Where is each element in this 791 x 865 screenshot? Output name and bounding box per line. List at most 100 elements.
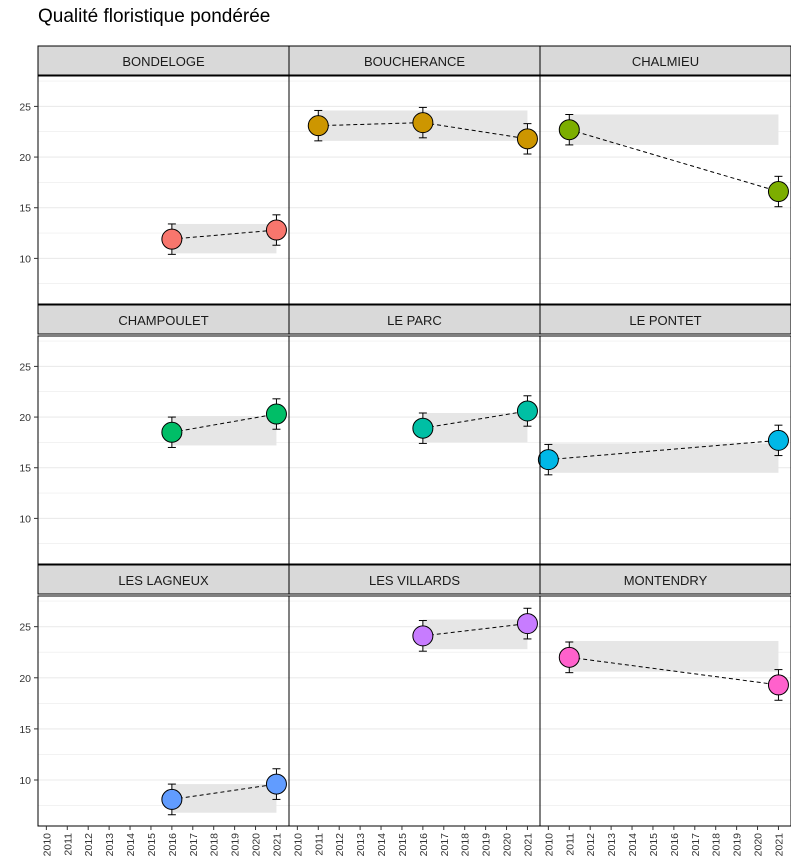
y-tick-label: 25 — [19, 101, 31, 113]
panel-border — [539, 595, 791, 827]
panel-strip — [288, 304, 541, 335]
series-line — [548, 439, 779, 461]
x-tick-label: 2020 — [753, 833, 765, 857]
data-point — [516, 613, 538, 635]
reference-band — [171, 416, 277, 446]
x-tick-label: 2020 — [251, 833, 263, 857]
data-point — [558, 119, 580, 141]
x-tick-label: 2018 — [209, 833, 221, 857]
data-point — [265, 403, 287, 425]
x-tick-label: 2021 — [774, 833, 786, 857]
panel-montendry: MONTENDRY — [539, 564, 791, 827]
x-tick-label: 2013 — [104, 833, 116, 857]
panel-label: MONTENDRY — [624, 573, 708, 588]
panel-le-pontet: LE PONTET — [537, 304, 791, 565]
data-point — [307, 115, 329, 137]
series-line — [171, 413, 277, 433]
x-tick-label: 2011 — [564, 833, 576, 856]
data-point — [161, 788, 183, 810]
panel-label: LE PONTET — [629, 313, 701, 328]
x-tick-label: 2018 — [711, 833, 723, 857]
y-tick-label: 20 — [19, 412, 31, 424]
series-line — [171, 229, 277, 240]
data-point — [161, 228, 183, 250]
x-tick-label: 2010 — [292, 833, 304, 857]
x-tick-label: 2012 — [334, 833, 346, 857]
x-tick-label: 2010 — [41, 833, 53, 857]
y-tick-label: 15 — [19, 203, 31, 215]
panel-label: BOUCHERANCE — [364, 54, 465, 69]
reference-band — [422, 413, 528, 443]
x-tick-label: 2017 — [690, 833, 702, 857]
data-point — [412, 417, 434, 439]
y-tick-label: 20 — [19, 152, 31, 164]
panel-border — [539, 75, 791, 305]
y-tick-label: 10 — [19, 775, 31, 787]
x-tick-label: 2012 — [83, 833, 95, 857]
data-point — [265, 773, 287, 795]
y-tick-label: 10 — [19, 513, 31, 525]
y-tick-label: 25 — [19, 361, 31, 373]
panel-label: LES VILLARDS — [369, 573, 460, 588]
panel-strip — [539, 304, 791, 335]
panel-champoulet: CHAMPOULET — [37, 304, 290, 565]
panel-label: CHALMIEU — [632, 54, 699, 69]
x-tick-label: 2014 — [627, 833, 639, 857]
panel-strip — [539, 564, 791, 595]
panel-strip — [288, 564, 541, 595]
x-tick-label: 2014 — [376, 833, 388, 857]
panel-strip — [539, 45, 791, 76]
panel-strip — [37, 304, 290, 335]
y-tick-label: 25 — [19, 622, 31, 634]
data-point — [516, 400, 538, 422]
data-point — [516, 128, 538, 150]
x-tick-label: 2015 — [397, 833, 409, 857]
panel-border — [288, 335, 541, 565]
data-point — [767, 181, 789, 203]
reference-band — [171, 784, 277, 813]
series-line — [422, 410, 528, 429]
y-tick-label: 10 — [19, 253, 31, 265]
panel-label: BONDELOGE — [122, 54, 205, 69]
x-tick-label: 2015 — [146, 833, 158, 857]
series-line — [422, 623, 528, 637]
x-tick-label: 2020 — [502, 833, 514, 857]
x-tick-label: 2013 — [606, 833, 618, 857]
x-tick-label: 2011 — [313, 833, 325, 856]
x-tick-label: 2019 — [732, 833, 744, 857]
data-point — [412, 625, 434, 647]
panel-border — [288, 75, 541, 305]
panel-les-villards: LES VILLARDS — [288, 564, 541, 827]
x-tick-label: 2017 — [439, 833, 451, 857]
x-tick-label: 2013 — [355, 833, 367, 857]
panel-border — [37, 335, 290, 565]
x-tick-label: 2019 — [230, 833, 242, 857]
reference-band — [569, 114, 779, 145]
data-point — [537, 449, 559, 471]
panel-boucherance: BOUCHERANCE — [288, 45, 541, 305]
panel-label: LES LAGNEUX — [118, 573, 209, 588]
reference-band — [548, 443, 779, 473]
y-tick-label: 15 — [19, 463, 31, 475]
data-point — [265, 219, 287, 241]
panel-bondeloge: BONDELOGE — [37, 45, 290, 305]
reference-band — [171, 223, 277, 254]
x-tick-label: 2018 — [460, 833, 472, 857]
x-tick-label: 2017 — [188, 833, 200, 857]
y-tick-label: 15 — [19, 724, 31, 736]
series-line — [318, 122, 528, 140]
series-line — [569, 656, 779, 686]
x-tick-label: 2011 — [62, 833, 74, 856]
data-point — [161, 421, 183, 443]
x-tick-label: 2016 — [418, 833, 430, 857]
x-tick-label: 2014 — [125, 833, 137, 857]
chart-title: Qualité floristique pondérée — [38, 6, 271, 27]
data-point — [412, 112, 434, 134]
panel-border — [37, 75, 290, 305]
x-tick-label: 2019 — [481, 833, 493, 857]
data-point — [767, 674, 789, 696]
series-line — [569, 129, 779, 192]
series-line — [171, 783, 277, 800]
panel-strip — [37, 45, 290, 76]
